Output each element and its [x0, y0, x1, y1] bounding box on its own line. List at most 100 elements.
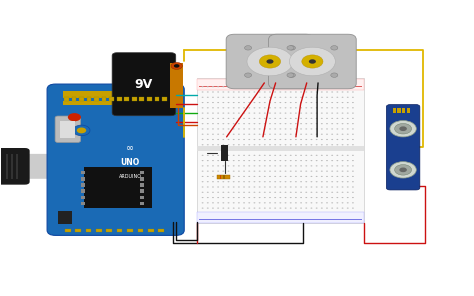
Circle shape: [347, 165, 349, 166]
Bar: [94, 97, 99, 101]
Circle shape: [222, 176, 224, 177]
Circle shape: [201, 176, 203, 177]
Circle shape: [207, 86, 209, 87]
Circle shape: [228, 102, 229, 103]
Circle shape: [259, 197, 261, 198]
Bar: [11, 154, 13, 179]
Circle shape: [233, 86, 235, 87]
Circle shape: [279, 170, 281, 172]
Circle shape: [238, 176, 240, 177]
Circle shape: [222, 170, 224, 172]
Circle shape: [310, 170, 312, 172]
Circle shape: [295, 97, 297, 98]
Circle shape: [222, 107, 224, 108]
Circle shape: [347, 102, 349, 103]
Circle shape: [269, 144, 271, 145]
Bar: [140, 183, 144, 187]
Circle shape: [300, 102, 302, 103]
Circle shape: [222, 160, 224, 161]
Circle shape: [222, 123, 224, 124]
Circle shape: [212, 107, 214, 108]
Circle shape: [290, 202, 292, 203]
Circle shape: [305, 202, 307, 203]
Circle shape: [201, 155, 203, 156]
Circle shape: [352, 112, 354, 114]
Circle shape: [326, 155, 328, 156]
Circle shape: [201, 139, 203, 140]
Circle shape: [264, 133, 266, 135]
Circle shape: [233, 197, 235, 198]
Bar: [109, 97, 114, 101]
Circle shape: [290, 86, 292, 87]
Circle shape: [207, 91, 209, 93]
Circle shape: [233, 139, 235, 140]
Circle shape: [228, 155, 229, 156]
Circle shape: [331, 165, 333, 166]
Circle shape: [316, 91, 318, 93]
Circle shape: [284, 149, 286, 151]
Circle shape: [331, 186, 333, 188]
Circle shape: [254, 107, 255, 108]
Circle shape: [274, 155, 276, 156]
Circle shape: [201, 202, 203, 203]
Bar: [72, 97, 76, 101]
Circle shape: [217, 102, 219, 103]
Circle shape: [284, 139, 286, 140]
Circle shape: [238, 123, 240, 124]
Circle shape: [207, 207, 209, 209]
Circle shape: [222, 202, 224, 203]
Circle shape: [73, 125, 90, 136]
Circle shape: [331, 207, 333, 209]
Circle shape: [217, 165, 219, 166]
Circle shape: [254, 176, 255, 177]
Circle shape: [248, 128, 250, 130]
Circle shape: [212, 176, 214, 177]
Circle shape: [201, 160, 203, 161]
Circle shape: [228, 170, 229, 172]
Circle shape: [228, 139, 229, 140]
Circle shape: [274, 128, 276, 130]
Circle shape: [295, 133, 297, 135]
Circle shape: [269, 128, 271, 130]
Circle shape: [228, 91, 229, 93]
Circle shape: [212, 186, 214, 188]
Circle shape: [347, 207, 349, 209]
Bar: [96, 229, 102, 231]
Circle shape: [316, 118, 318, 119]
Circle shape: [212, 86, 214, 87]
Circle shape: [279, 123, 281, 124]
Circle shape: [326, 197, 328, 198]
Circle shape: [310, 144, 312, 145]
Circle shape: [222, 197, 224, 198]
Circle shape: [212, 170, 214, 172]
Circle shape: [331, 128, 333, 130]
Circle shape: [279, 186, 281, 188]
FancyBboxPatch shape: [47, 84, 184, 235]
Circle shape: [274, 165, 276, 166]
Circle shape: [259, 128, 261, 130]
Circle shape: [248, 165, 250, 166]
Circle shape: [316, 186, 318, 188]
Circle shape: [337, 149, 338, 151]
Bar: [117, 97, 121, 101]
Circle shape: [331, 73, 338, 77]
Circle shape: [207, 186, 209, 188]
Circle shape: [331, 160, 333, 161]
Circle shape: [201, 118, 203, 119]
Circle shape: [300, 155, 302, 156]
Circle shape: [233, 186, 235, 188]
Circle shape: [238, 118, 240, 119]
Circle shape: [248, 170, 250, 172]
Circle shape: [217, 133, 219, 135]
Bar: [124, 97, 129, 101]
Bar: [82, 183, 85, 187]
Circle shape: [347, 128, 349, 130]
Circle shape: [201, 91, 203, 93]
Circle shape: [342, 118, 344, 119]
Circle shape: [259, 102, 261, 103]
Circle shape: [274, 97, 276, 98]
Circle shape: [279, 181, 281, 182]
Circle shape: [316, 86, 318, 87]
Circle shape: [326, 123, 328, 124]
Circle shape: [331, 181, 333, 182]
